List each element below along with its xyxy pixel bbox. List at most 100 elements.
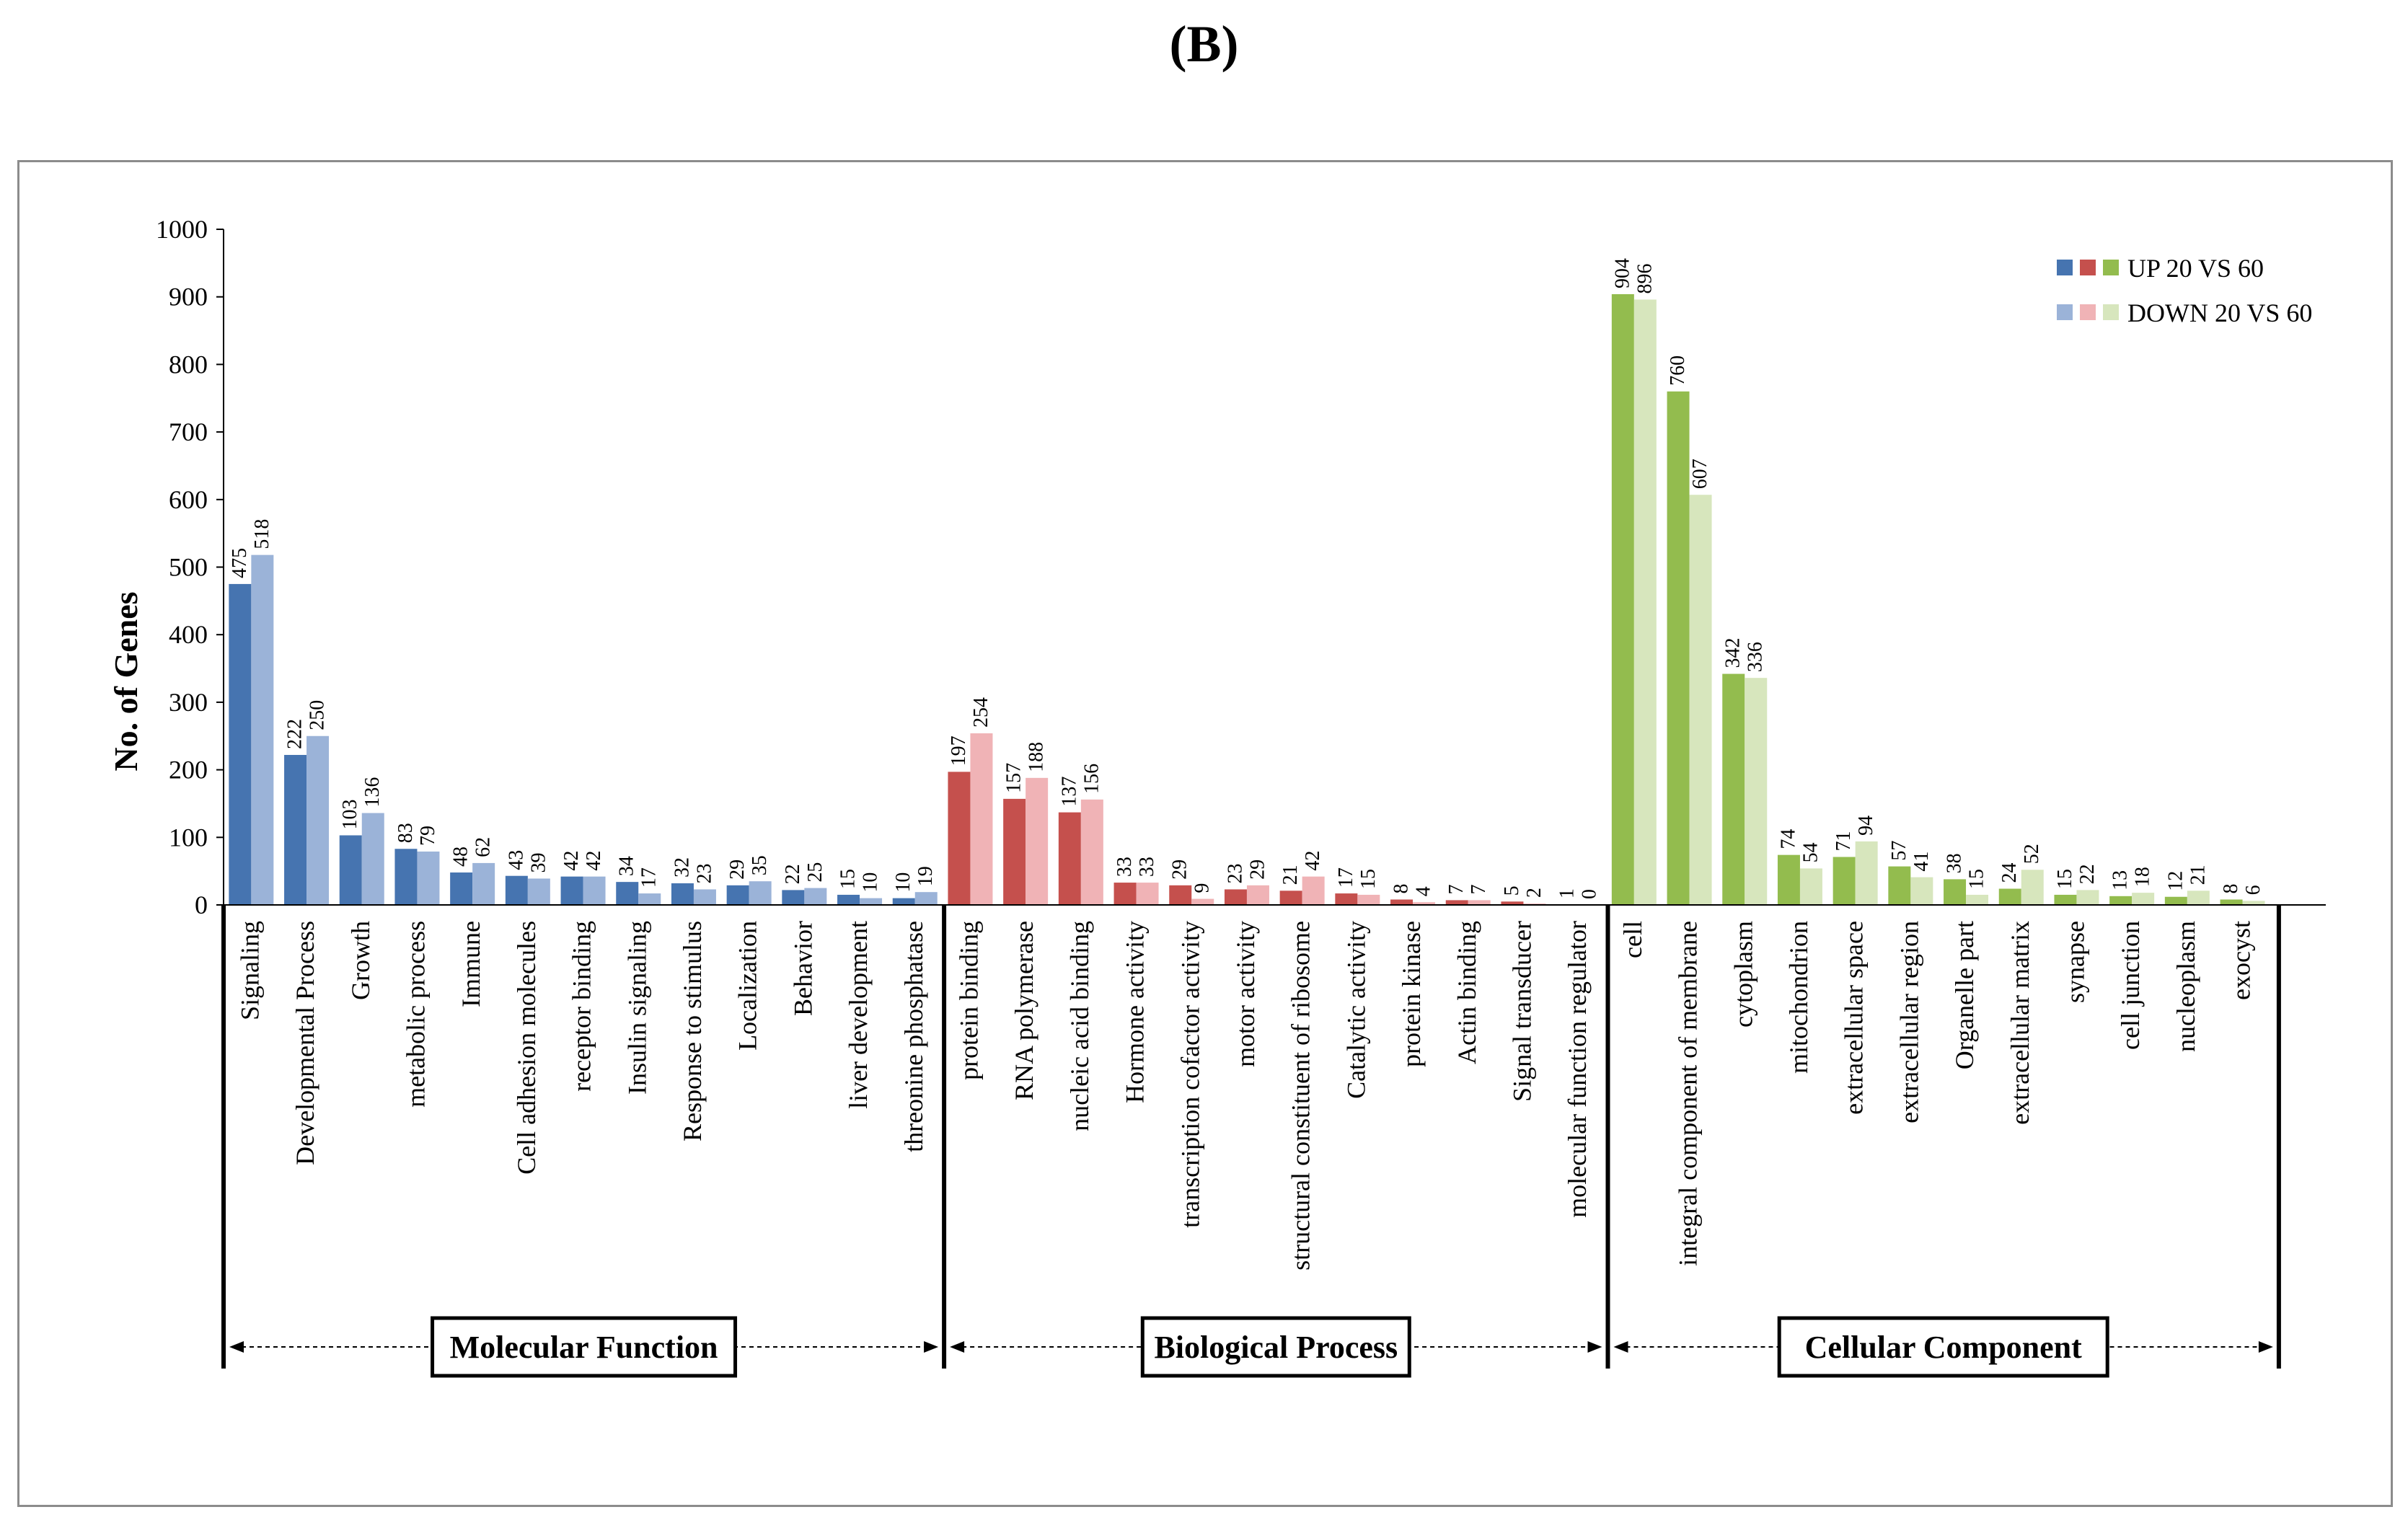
group-label-box <box>1777 1316 2109 1378</box>
category-label: Cell adhesion molecules <box>512 921 541 1175</box>
bar-down <box>527 878 550 905</box>
bar-value-label: 18 <box>2132 867 2154 887</box>
bar-up <box>284 754 307 905</box>
bar-down <box>1136 883 1159 905</box>
bar-value-label: 518 <box>251 519 273 549</box>
panel-label: (B) <box>1169 15 1239 73</box>
bar-value-label: 1 <box>1556 888 1579 898</box>
bar-value-label: 8 <box>1390 884 1413 894</box>
category-label: transcription cofactor activity <box>1176 921 1204 1228</box>
bar-value-label: 52 <box>2021 844 2043 864</box>
bar-value-label: 24 <box>1998 863 2021 883</box>
legend-swatch <box>2080 260 2096 275</box>
bar-value-label: 29 <box>1169 859 1191 880</box>
bar-down <box>1633 299 1657 905</box>
bar-up <box>1224 889 1247 905</box>
y-tick-label: 900 <box>169 283 208 311</box>
bar-value-label: 54 <box>1799 842 1822 862</box>
bar-down <box>306 735 330 905</box>
bar-up <box>394 849 418 905</box>
bar-down <box>1026 777 1049 905</box>
category-label: synapse <box>2060 921 2089 1003</box>
category-label: mitochondrion <box>1784 921 1813 1074</box>
bar-up <box>1169 885 1192 905</box>
bar-value-label: 250 <box>306 700 329 730</box>
bar-value-label: 57 <box>1888 841 1910 861</box>
bar-value-label: 41 <box>1910 852 1933 872</box>
y-tick-label: 700 <box>169 417 208 446</box>
category-label: extracellular space <box>1840 921 1869 1115</box>
category-label: Signaling <box>235 921 264 1020</box>
bar-up <box>1501 901 1524 905</box>
bar-up <box>1777 854 1800 905</box>
bar-value-label: 2 <box>1523 888 1545 898</box>
bar-up <box>450 872 473 905</box>
bar-value-label: 197 <box>948 735 970 766</box>
bar-up <box>671 883 694 905</box>
bar-value-label: 62 <box>472 837 495 857</box>
legend-label-down: DOWN 20 VS 60 <box>2127 299 2312 327</box>
category-label: RNA polymerase <box>1010 921 1038 1100</box>
bar-down <box>638 893 661 905</box>
group-label-box <box>431 1316 738 1378</box>
bar-value-label: 17 <box>1335 867 1357 888</box>
y-tick-label: 400 <box>169 620 208 649</box>
y-tick-label: 0 <box>195 890 208 919</box>
bar-down <box>2076 890 2099 905</box>
bar-value-label: 254 <box>970 697 992 728</box>
bar-value-label: 15 <box>1966 869 1988 889</box>
bar-value-label: 21 <box>2187 865 2209 885</box>
bar-down <box>1855 841 1878 905</box>
category-label: Behavior <box>788 921 817 1016</box>
arrow-left-icon <box>229 1341 244 1353</box>
chart-frame <box>17 160 2393 1507</box>
y-tick-label: 500 <box>169 553 208 582</box>
bar-down <box>1745 678 1768 905</box>
bar-value-label: 38 <box>1944 853 1966 873</box>
bar-value-label: 103 <box>339 799 361 829</box>
category-label: protein kinase <box>1397 921 1426 1067</box>
group-label: Biological Process <box>1154 1330 1398 1365</box>
bar-value-label: 79 <box>417 826 439 846</box>
bar-down <box>417 851 440 905</box>
bar-up <box>229 583 252 905</box>
y-tick-label: 100 <box>169 823 208 852</box>
legend-swatch <box>2057 260 2073 275</box>
category-label: Immune <box>457 921 485 1007</box>
bar-value-label: 15 <box>837 869 860 889</box>
category-label: receptor binding <box>568 921 596 1092</box>
bar-down <box>804 888 827 905</box>
y-tick-label: 1000 <box>156 215 208 244</box>
bar-up <box>1998 888 2021 905</box>
bar-up <box>560 876 583 905</box>
category-label: cytoplasm <box>1729 921 1758 1027</box>
bar-value-label: 35 <box>749 855 771 875</box>
y-axis-label: No. of Genes <box>107 591 144 771</box>
bar-value-label: 10 <box>892 872 914 893</box>
category-label: motor activity <box>1231 921 1260 1067</box>
bar-down <box>1357 894 1380 905</box>
bar-value-label: 13 <box>2109 870 2132 890</box>
bar-down <box>2187 890 2210 905</box>
group-label: Cellular Component <box>1805 1330 2083 1365</box>
bar-up <box>1833 857 1856 905</box>
legend-swatch <box>2057 304 2073 320</box>
bar-down <box>1191 898 1214 905</box>
bar-value-label: 9 <box>1191 883 1214 893</box>
bar-up <box>1058 812 1081 905</box>
category-label: nucleic acid binding <box>1065 921 1094 1131</box>
category-label: integral component of membrane <box>1674 921 1703 1266</box>
bar-value-label: 25 <box>804 862 826 883</box>
category-label: cell <box>1618 921 1647 958</box>
bar-up <box>782 890 805 905</box>
bar-up <box>1722 673 1745 905</box>
arrow-right-icon <box>924 1341 939 1353</box>
bar-value-label: 475 <box>229 548 251 578</box>
bar-value-label: 157 <box>1003 763 1026 793</box>
bar-up <box>505 875 528 905</box>
bar-value-label: 83 <box>394 823 417 843</box>
bar-up <box>948 772 971 905</box>
bar-down <box>1413 902 1436 905</box>
category-label: metabolic process <box>401 921 430 1108</box>
